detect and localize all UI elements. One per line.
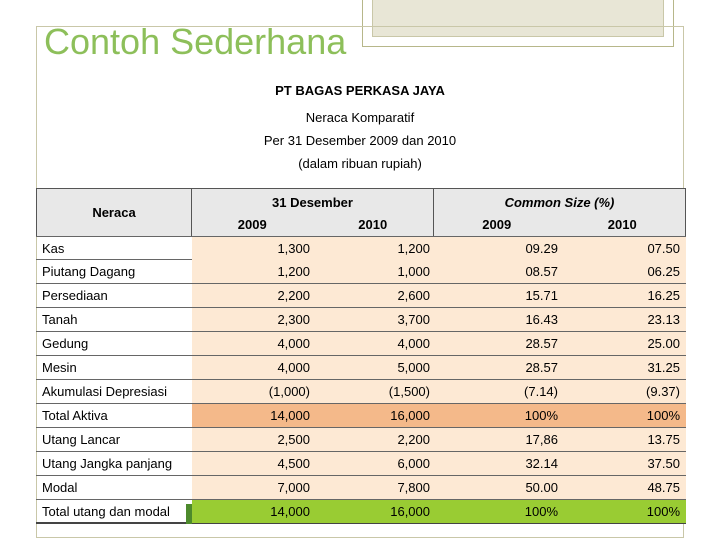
percent-2010: 37.50 bbox=[564, 452, 686, 475]
percent-2009: (7.14) bbox=[434, 380, 564, 403]
value-2010: 7,800 bbox=[314, 476, 434, 499]
percent-2009: 50.00 bbox=[434, 476, 564, 499]
value-2010: 4,000 bbox=[314, 332, 434, 355]
value-2009: 4,000 bbox=[192, 332, 314, 355]
table-row: Modal 7,000 7,800 50.00 48.75 bbox=[36, 476, 686, 500]
value-2010: 3,700 bbox=[314, 308, 434, 331]
row-label: Gedung bbox=[42, 336, 89, 351]
value-2009: 4,000 bbox=[192, 356, 314, 379]
value-2010: 5,000 bbox=[314, 356, 434, 379]
value-2009: 7,000 bbox=[192, 476, 314, 499]
header-31-desember: 31 Desember bbox=[272, 195, 353, 210]
percent-2009: 15.71 bbox=[434, 284, 564, 307]
row-label: Piutang Dagang bbox=[42, 264, 136, 279]
value-2009: 2,500 bbox=[192, 428, 314, 451]
header-year-2009: 2009 bbox=[237, 217, 267, 232]
percent-2010: 31.25 bbox=[564, 356, 686, 379]
value-2010: 16,000 bbox=[314, 500, 434, 523]
row-label: Total Aktiva bbox=[42, 408, 108, 423]
value-2010: (1,500) bbox=[314, 380, 434, 403]
accent-bar bbox=[186, 504, 192, 524]
table-row: Kas 1,300 1,200 09.29 07.50 bbox=[36, 236, 686, 260]
value-2010: 2,200 bbox=[314, 428, 434, 451]
percent-2010: 48.75 bbox=[564, 476, 686, 499]
percent-2009: 16.43 bbox=[434, 308, 564, 331]
row-label: Akumulasi Depresiasi bbox=[42, 384, 167, 399]
row-label: Persediaan bbox=[42, 288, 108, 303]
header-cs-year-2010: 2010 bbox=[607, 217, 637, 232]
header-neraca: Neraca bbox=[36, 188, 192, 236]
percent-2009: 28.57 bbox=[434, 356, 564, 379]
table-row: Utang Lancar 2,500 2,200 17,86 13.75 bbox=[36, 428, 686, 452]
value-2010: 16,000 bbox=[314, 404, 434, 427]
decorative-band-top bbox=[372, 0, 664, 37]
percent-2010: 100% bbox=[564, 500, 686, 523]
slide-title: Contoh Sederhana bbox=[44, 21, 347, 62]
report-period: Per 31 Desember 2009 dan 2010 bbox=[263, 133, 457, 148]
table-row: Mesin 4,000 5,000 28.57 31.25 bbox=[36, 356, 686, 380]
value-2009: 4,500 bbox=[192, 452, 314, 475]
table-row: Utang Jangka panjang 4,500 6,000 32.14 3… bbox=[36, 452, 686, 476]
percent-2009: 17,86 bbox=[434, 428, 564, 451]
header-group-common-size: Common Size (%) 2009 2010 bbox=[434, 188, 686, 236]
value-2009: (1,000) bbox=[192, 380, 314, 403]
value-2009: 2,200 bbox=[192, 284, 314, 307]
row-label: Tanah bbox=[42, 312, 78, 327]
value-2009: 14,000 bbox=[192, 500, 314, 523]
value-2009: 14,000 bbox=[192, 404, 314, 427]
table-row: Akumulasi Depresiasi (1,000) (1,500) (7.… bbox=[36, 380, 686, 404]
percent-2009: 08.57 bbox=[434, 260, 564, 283]
report-unit: (dalam ribuan rupiah) bbox=[298, 156, 422, 171]
header-common-size: Common Size (%) bbox=[504, 195, 615, 210]
percent-2010: (9.37) bbox=[564, 380, 686, 403]
header-year-2010: 2010 bbox=[358, 217, 388, 232]
row-label: Utang Lancar bbox=[42, 432, 121, 447]
value-2009: 1,200 bbox=[192, 260, 314, 283]
header-group-31-desember: 31 Desember 2009 2010 bbox=[192, 188, 434, 236]
percent-2010: 23.13 bbox=[564, 308, 686, 331]
value-2010: 6,000 bbox=[314, 452, 434, 475]
percent-2009: 100% bbox=[434, 404, 564, 427]
percent-2010: 100% bbox=[564, 404, 686, 427]
percent-2010: 06.25 bbox=[564, 260, 686, 283]
percent-2009: 09.29 bbox=[434, 237, 564, 260]
percent-2010: 25.00 bbox=[564, 332, 686, 355]
table-row-total-utang-modal: Total utang dan modal 14,000 16,000 100%… bbox=[36, 500, 686, 524]
table-row-total-aktiva: Total Aktiva 14,000 16,000 100% 100% bbox=[36, 404, 686, 428]
value-2009: 1,300 bbox=[192, 237, 314, 260]
table-row: Tanah 2,300 3,700 16.43 23.13 bbox=[36, 308, 686, 332]
row-label: Modal bbox=[42, 480, 78, 495]
table-row: Piutang Dagang 1,200 1,000 08.57 06.25 bbox=[36, 260, 686, 284]
row-label: Kas bbox=[42, 241, 65, 256]
percent-2010: 16.25 bbox=[564, 284, 686, 307]
percent-2010: 07.50 bbox=[564, 237, 686, 260]
percent-2009: 100% bbox=[434, 500, 564, 523]
percent-2010: 13.75 bbox=[564, 428, 686, 451]
value-2010: 1,200 bbox=[314, 237, 434, 260]
decorative-frame-top bbox=[362, 0, 674, 47]
report-name: Neraca Komparatif bbox=[305, 110, 415, 125]
percent-2009: 32.14 bbox=[434, 452, 564, 475]
row-label: Utang Jangka panjang bbox=[42, 456, 173, 471]
row-label: Total utang dan modal bbox=[42, 504, 170, 519]
value-2010: 2,600 bbox=[314, 284, 434, 307]
percent-2009: 28.57 bbox=[434, 332, 564, 355]
company-name: PT BAGAS PERKASA JAYA bbox=[275, 83, 445, 98]
balance-sheet-table: Kas 1,300 1,200 09.29 07.50 Piutang Daga… bbox=[36, 236, 686, 524]
value-2009: 2,300 bbox=[192, 308, 314, 331]
value-2010: 1,000 bbox=[314, 260, 434, 283]
table-row: Persediaan 2,200 2,600 15.71 16.25 bbox=[36, 284, 686, 308]
table-row: Gedung 4,000 4,000 28.57 25.00 bbox=[36, 332, 686, 356]
row-label: Mesin bbox=[42, 360, 77, 375]
header-cs-year-2009: 2009 bbox=[482, 217, 512, 232]
